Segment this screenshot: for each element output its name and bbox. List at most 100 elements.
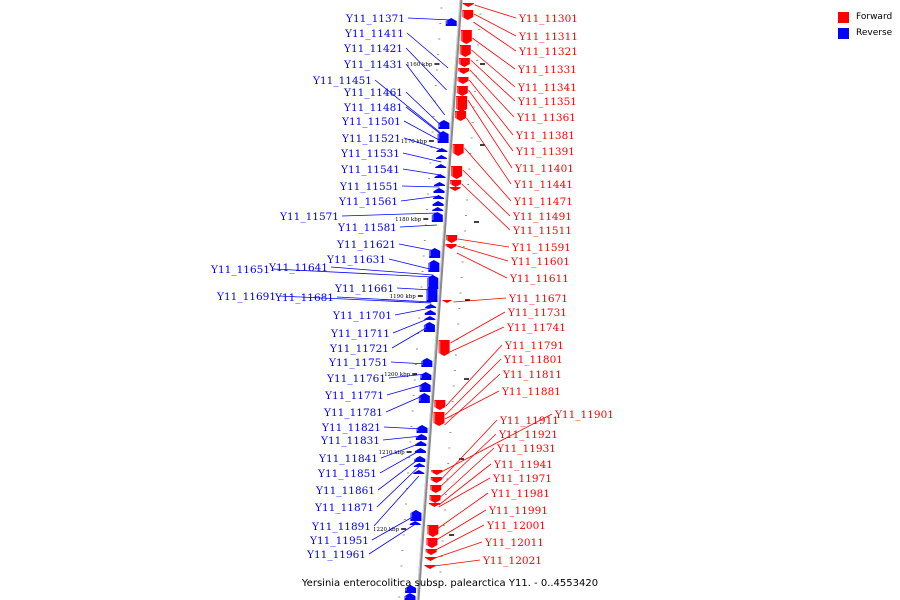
forward-gene xyxy=(460,30,472,44)
forward-gene-label: Y11_12001 xyxy=(486,520,546,532)
reverse-gene-label: Y11_11621 xyxy=(336,239,396,251)
forward-leader-line xyxy=(440,413,553,473)
forward-leader-line xyxy=(462,169,511,217)
tick-label: 1180 kbp xyxy=(395,217,422,223)
forward-leader-line xyxy=(470,59,516,102)
reverse-gene-label: Y11_11561 xyxy=(338,196,398,208)
forward-gene-label: Y11_11341 xyxy=(517,82,577,94)
forward-gene xyxy=(438,340,450,356)
forward-gene-label: Y11_11791 xyxy=(504,340,564,352)
reverse-leader-line xyxy=(386,383,426,396)
forward-leader-line xyxy=(453,297,507,303)
reverse-gene-label: Y11_11481 xyxy=(343,102,403,114)
tick-label: 1200 kbp xyxy=(384,372,411,378)
forward-leader-line xyxy=(436,492,489,530)
forward-leader-line xyxy=(440,419,498,481)
forward-gene xyxy=(427,525,439,537)
reverse-gene xyxy=(433,188,445,193)
forward-gene xyxy=(428,503,440,507)
reverse-gene xyxy=(425,304,437,308)
reverse-gene-label: Y11_11501 xyxy=(341,116,401,128)
forward-gene-label: Y11_11401 xyxy=(514,163,574,175)
legend-forward: Forward xyxy=(838,9,898,25)
forward-gene-label: Y11_11301 xyxy=(518,13,578,25)
reverse-gene xyxy=(432,207,444,211)
reverse-gene xyxy=(415,434,427,440)
forward-gene-label: Y11_11671 xyxy=(508,293,568,305)
reverse-gene-label: Y11_11691 xyxy=(216,291,276,303)
forward-gene xyxy=(429,495,441,503)
forward-leader-line xyxy=(457,238,510,248)
forward-leader-line xyxy=(474,4,517,19)
reverse-gene-label: Y11_11771 xyxy=(324,390,384,402)
forward-gene-label: Y11_11921 xyxy=(498,429,558,441)
forward-gene xyxy=(431,470,443,475)
reverse-leader-line xyxy=(374,79,444,136)
forward-leader-line xyxy=(469,69,515,118)
reverse-gene-label: Y11_11701 xyxy=(332,310,392,322)
forward-leader-line xyxy=(450,311,506,344)
forward-gene xyxy=(449,187,461,191)
reverse-gene-label: Y11_11891 xyxy=(311,521,371,533)
reverse-gene xyxy=(409,521,421,525)
reverse-gene-label: Y11_11371 xyxy=(345,13,405,25)
reverse-gene xyxy=(432,201,444,206)
reverse-leader-line xyxy=(392,317,431,334)
reverse-gene xyxy=(405,585,417,593)
forward-gene-label: Y11_11611 xyxy=(509,273,569,285)
reverse-gene-label: Y11_11541 xyxy=(340,164,400,176)
reverse-gene-label: Y11_11781 xyxy=(323,407,383,419)
reverse-gene-label: Y11_11551 xyxy=(339,181,399,193)
reverse-leader-line xyxy=(390,361,427,365)
forward-gene xyxy=(424,565,436,569)
forward-gene-label: Y11_11801 xyxy=(503,354,563,366)
forward-leader-line xyxy=(444,390,500,420)
reverse-gene-label: Y11_11851 xyxy=(317,468,377,480)
forward-gene-label: Y11_11321 xyxy=(518,46,578,58)
reverse-gene-label: Y11_11421 xyxy=(343,43,403,55)
reverse-gene xyxy=(413,470,425,474)
forward-gene-label: Y11_11971 xyxy=(492,473,552,485)
reverse-gene xyxy=(424,310,436,315)
reverse-leader-line xyxy=(278,295,432,304)
tick-label: 1190 kbp xyxy=(390,294,417,300)
forward-gene-label: Y11_11901 xyxy=(554,409,614,421)
reverse-leader-line xyxy=(391,325,430,349)
reverse-gene-label: Y11_11841 xyxy=(318,453,378,465)
reverse-gene-label: Y11_11641 xyxy=(268,262,328,274)
reverse-leader-line xyxy=(388,258,434,271)
reverse-leader-line xyxy=(368,523,416,555)
forward-leader-line xyxy=(466,117,512,185)
tick-label: 1160 kbp xyxy=(406,62,433,68)
reverse-leader-line xyxy=(336,296,432,303)
reverse-leader-line xyxy=(405,63,446,116)
forward-gene xyxy=(445,244,457,249)
reverse-gene-label: Y11_11961 xyxy=(306,549,366,561)
forward-gene-label: Y11_11811 xyxy=(502,369,562,381)
forward-leader-line xyxy=(434,559,481,567)
forward-gene-label: Y11_11491 xyxy=(512,211,572,223)
reverse-leader-line xyxy=(341,212,438,217)
reverse-gene-label: Y11_11711 xyxy=(330,328,390,340)
forward-gene xyxy=(456,86,468,96)
reverse-leader-line xyxy=(402,168,441,176)
forward-leader-line xyxy=(467,99,513,169)
forward-gene-label: Y11_12011 xyxy=(484,537,544,549)
forward-gene xyxy=(425,549,437,555)
reverse-gene-label: Y11_11461 xyxy=(343,87,403,99)
forward-leader-line xyxy=(468,79,514,136)
reverse-gene-label: Y11_11531 xyxy=(340,148,400,160)
reverse-gene-label: Y11_11451 xyxy=(312,75,372,87)
reverse-gene xyxy=(404,593,416,600)
reverse-gene-label: Y11_11411 xyxy=(344,28,404,40)
reverse-gene-label: Y11_11581 xyxy=(337,222,397,234)
tick-marks: 1160 kbp 1170 kbp 1180 kbp 1190 kbp 1200 kbp… xyxy=(373,7,485,598)
forward-gene xyxy=(455,111,467,121)
forward-gene xyxy=(434,400,446,410)
reverse-leader-line xyxy=(371,514,417,541)
forward-gene xyxy=(462,3,474,7)
forward-leader-line xyxy=(461,183,511,231)
tick-label: 1170 kbp xyxy=(401,139,428,145)
forward-leader-line xyxy=(449,326,505,353)
